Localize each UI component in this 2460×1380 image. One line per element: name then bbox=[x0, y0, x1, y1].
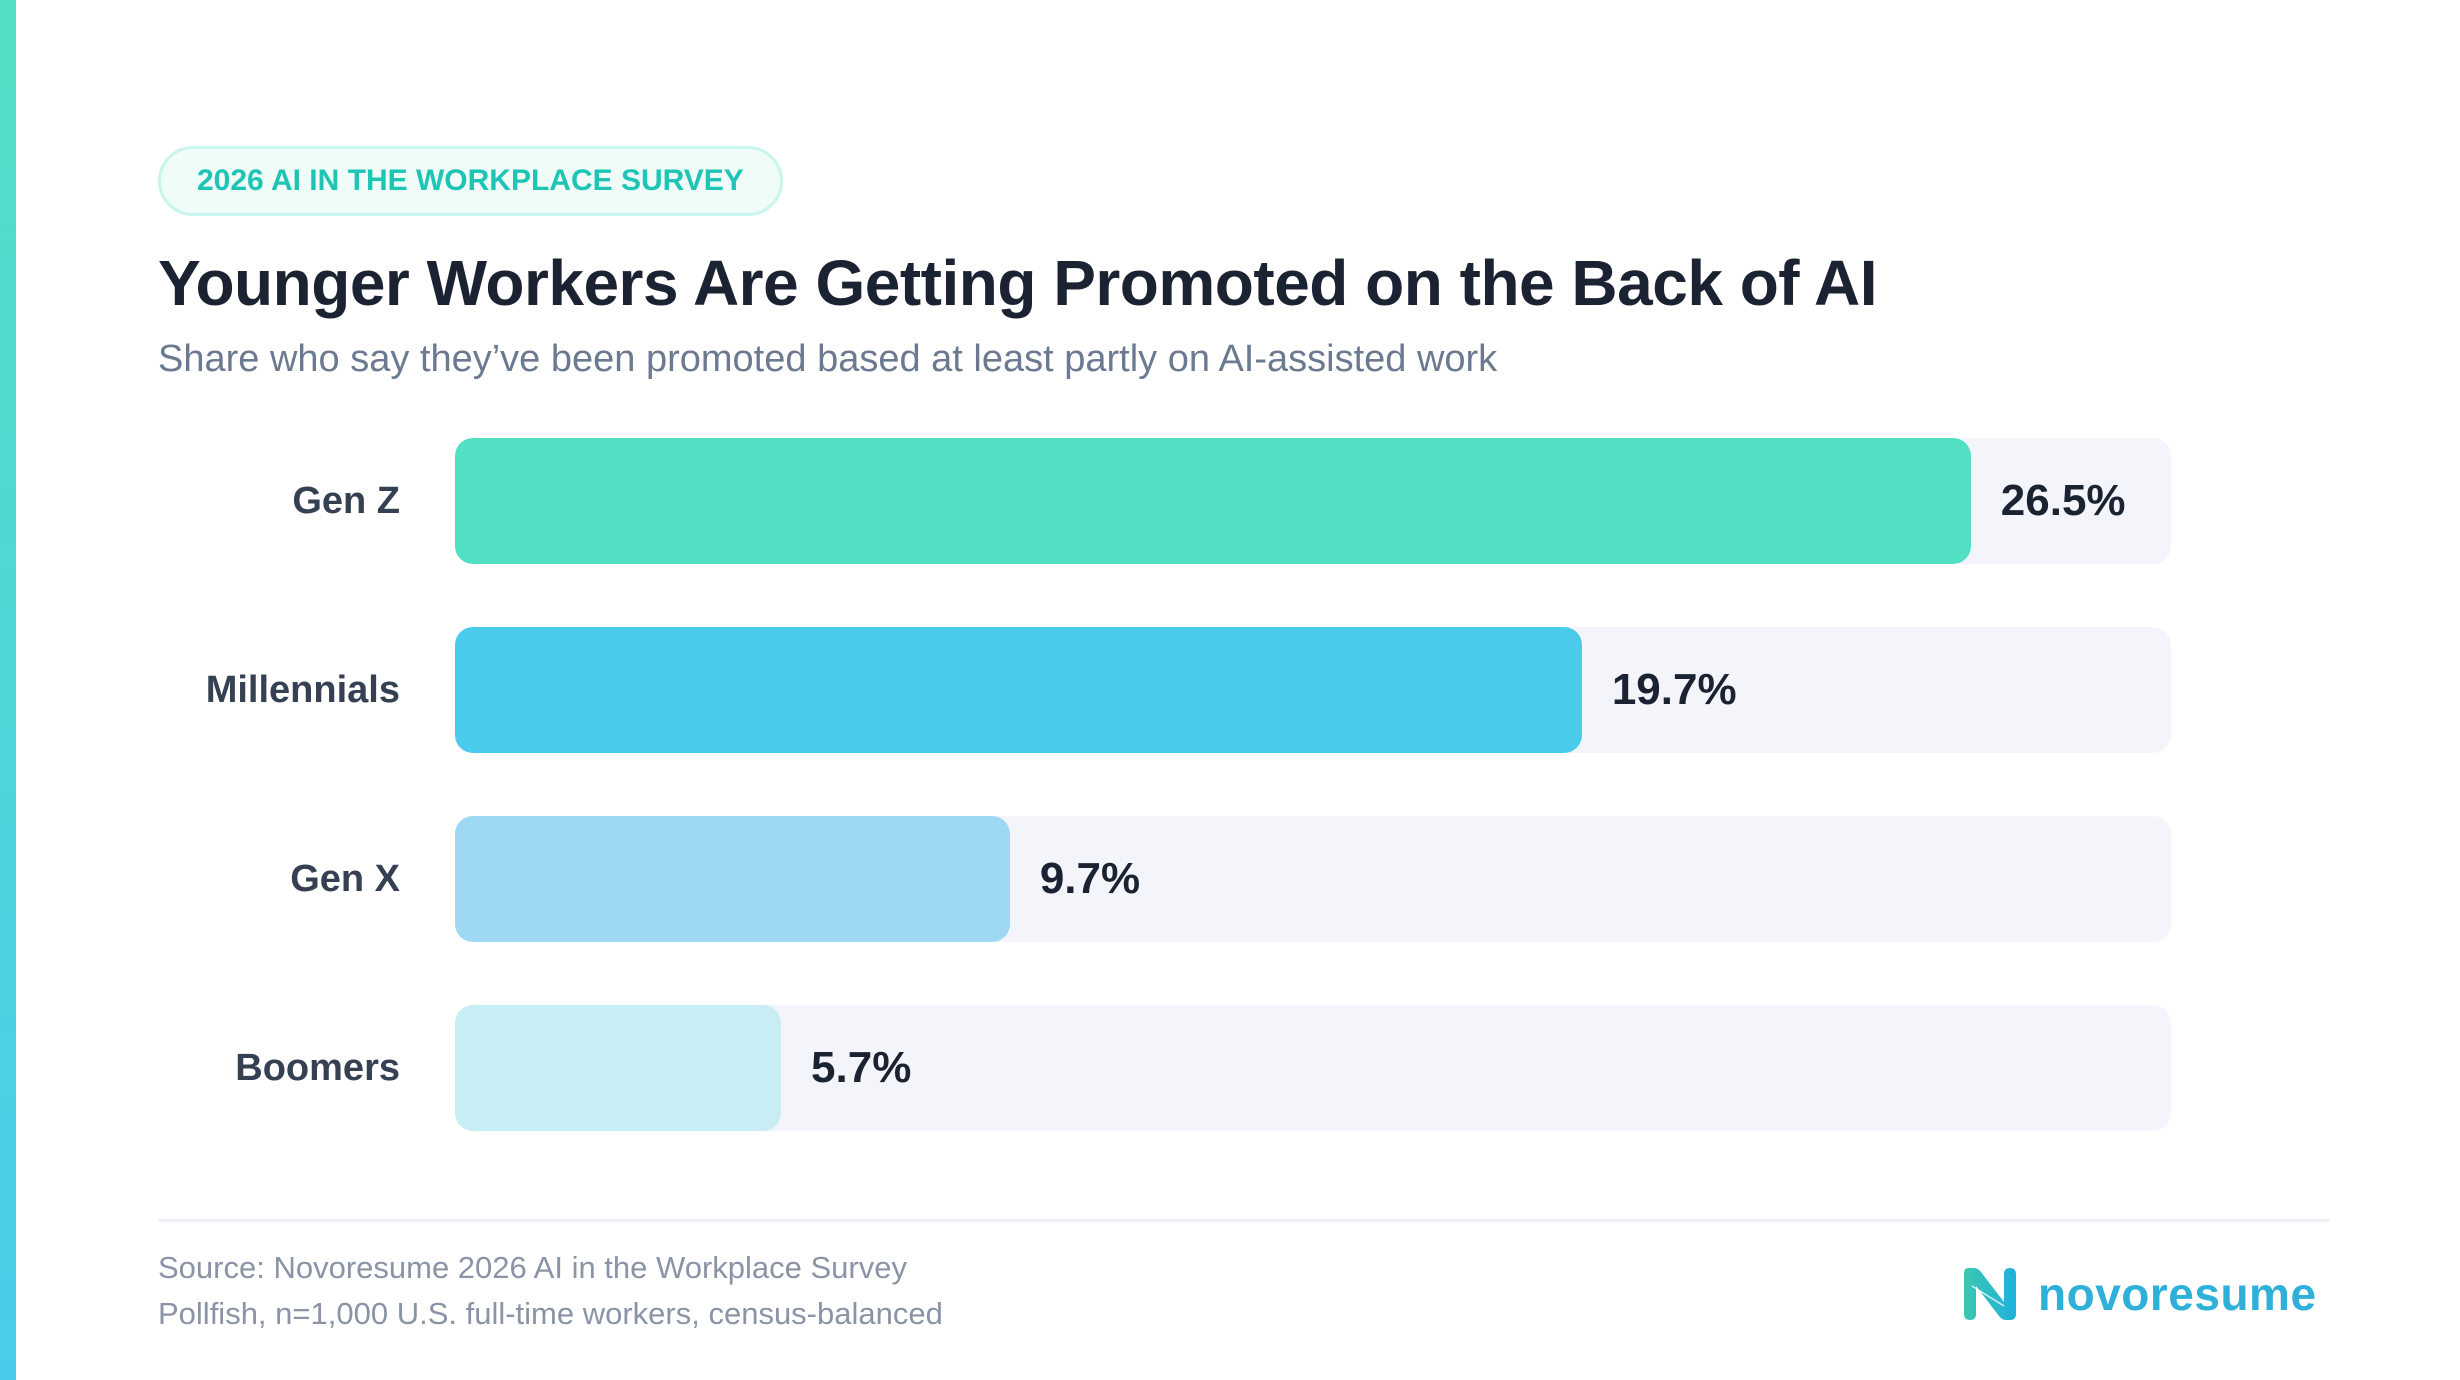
value-label: 9.7% bbox=[1039, 854, 1141, 903]
bar bbox=[455, 1005, 782, 1131]
bar-row: Millennials 19.7% bbox=[0, 627, 2460, 753]
survey-badge-label: 2026 AI IN THE WORKPLACE SURVEY bbox=[197, 164, 744, 197]
novoresume-logo: novoresume bbox=[1962, 1267, 2317, 1321]
category-label: Gen X bbox=[290, 858, 400, 900]
survey-badge: 2026 AI IN THE WORKPLACE SURVEY bbox=[158, 146, 783, 216]
category-label: Millennials bbox=[205, 669, 400, 711]
novoresume-n-icon bbox=[1964, 1268, 2016, 1320]
bar bbox=[455, 438, 1971, 564]
bar-track: 26.5% bbox=[455, 438, 2171, 564]
bar-track: 5.7% bbox=[455, 1005, 2171, 1131]
bar bbox=[455, 627, 1582, 753]
chart-subtitle: Share who say they’ve been promoted base… bbox=[158, 338, 1498, 380]
bar-track: 19.7% bbox=[455, 627, 2171, 753]
value-label: 5.7% bbox=[811, 1043, 912, 1092]
source-text: Source: Novoresume 2026 AI in the Workpl… bbox=[158, 1250, 907, 1285]
value-label: 19.7% bbox=[1611, 665, 1737, 714]
logo-wordmark: novoresume bbox=[2038, 1268, 2317, 1320]
bar-track: 9.7% bbox=[455, 816, 2171, 942]
bar-row: Gen X 9.7% bbox=[0, 816, 2460, 942]
left-accent-bar bbox=[0, 0, 16, 1380]
category-label: Gen Z bbox=[292, 480, 400, 522]
category-label: Boomers bbox=[235, 1047, 400, 1089]
bar-row: Boomers 5.7% bbox=[0, 1005, 2460, 1131]
value-label: 26.5% bbox=[2000, 476, 2126, 525]
methodology-text: Pollfish, n=1,000 U.S. full-time workers… bbox=[158, 1296, 943, 1331]
footer-divider bbox=[158, 1219, 2330, 1222]
bar bbox=[455, 816, 1010, 942]
bar-row: Gen Z 26.5% bbox=[0, 438, 2460, 564]
chart-title: Younger Workers Are Getting Promoted on … bbox=[158, 247, 1878, 319]
